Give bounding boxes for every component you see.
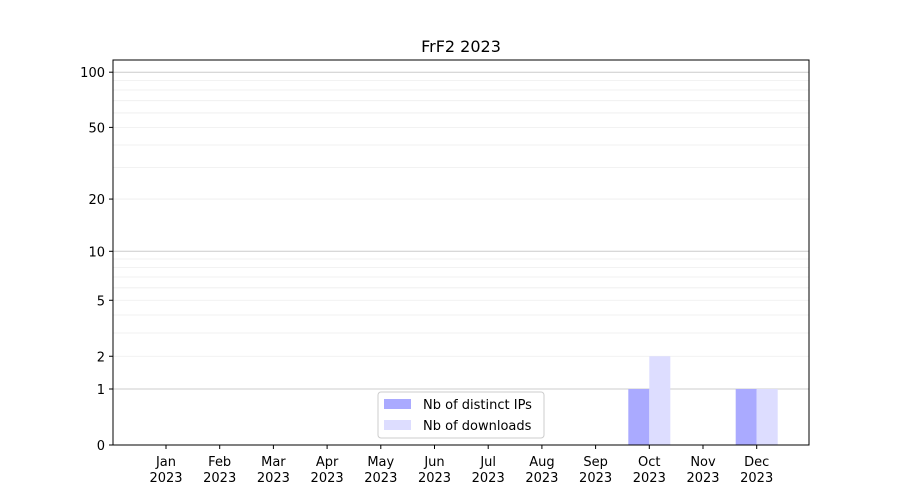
legend-box <box>377 391 545 439</box>
x-tick-label: 2023 <box>203 471 236 486</box>
x-tick-label: 2023 <box>633 471 666 486</box>
bars <box>628 356 778 445</box>
y-tick-label: 5 <box>97 294 105 309</box>
y-tick-label: 100 <box>80 66 105 81</box>
x-tick-label: 2023 <box>579 471 612 486</box>
x-tick-label: 2023 <box>364 471 397 486</box>
legend-label: Nb of distinct IPs <box>423 398 532 413</box>
legend-swatch <box>384 399 411 409</box>
bar-downloads <box>756 389 778 445</box>
bar-downloads <box>649 356 671 445</box>
x-tick-label: 2023 <box>257 471 290 486</box>
plot-frame <box>112 59 810 446</box>
x-tick-label: Nov <box>690 455 716 470</box>
x-tick-label: Feb <box>208 455 231 470</box>
x-tick-label: 2023 <box>472 471 505 486</box>
x-tick-label: 2023 <box>311 471 344 486</box>
x-tick-label: Jan <box>155 455 176 470</box>
y-tick-label: 2 <box>97 350 105 365</box>
x-tick-label: 2023 <box>740 471 773 486</box>
y-tick-label: 1 <box>97 383 105 398</box>
y-tick-label: 50 <box>88 121 105 136</box>
legend-swatch <box>384 420 411 430</box>
x-tick-label: Mar <box>261 455 286 470</box>
x-tick-label: 2023 <box>149 471 182 486</box>
x-tick-label: Jul <box>479 455 496 470</box>
x-tick-label: 2023 <box>525 471 558 486</box>
y-axis: 0 1 2 5 10 20 50 100 <box>80 66 113 454</box>
x-tick-label: Jun <box>423 455 444 470</box>
bar-distinct-ips <box>628 389 650 445</box>
x-tick-label: May <box>367 455 394 470</box>
bar-distinct-ips <box>735 389 757 445</box>
y-tick-label: 20 <box>88 193 105 208</box>
x-axis: Jan2023Feb2023Mar2023Apr2023May2023Jun20… <box>149 445 773 486</box>
y-tick-label: 0 <box>97 439 105 454</box>
x-tick-label: Dec <box>744 455 769 470</box>
legend: Nb of distinct IPs Nb of downloads <box>377 391 545 439</box>
x-tick-label: Sep <box>583 455 608 470</box>
y-tick-label: 10 <box>88 245 105 260</box>
x-tick-label: 2023 <box>686 471 719 486</box>
x-tick-label: Oct <box>638 455 660 470</box>
x-tick-label: 2023 <box>418 471 451 486</box>
grid <box>113 71 809 390</box>
x-tick-label: Aug <box>529 455 554 470</box>
x-tick-label: Apr <box>316 455 339 470</box>
chart-title: FrF2 2023 <box>421 37 501 56</box>
legend-label: Nb of downloads <box>423 419 532 434</box>
